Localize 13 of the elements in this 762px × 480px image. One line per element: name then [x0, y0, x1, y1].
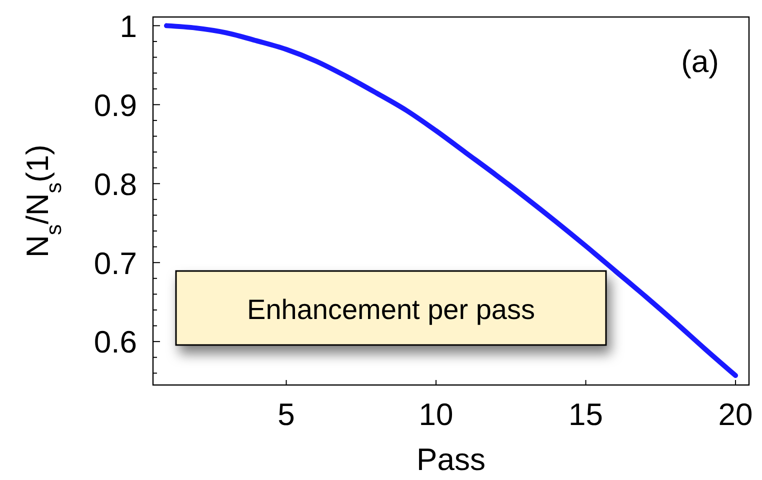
x-tick-label: 10 — [418, 397, 454, 432]
y-tick-label: 0.9 — [94, 88, 137, 123]
annotation: (a) — [681, 44, 719, 79]
y-tick-label: 0.7 — [94, 246, 137, 281]
annotation: Enhancement per pass — [247, 294, 535, 325]
y-tick-label: 0.6 — [94, 324, 137, 360]
x-axis-title: Pass — [416, 442, 486, 477]
x-tick-label: 15 — [568, 397, 604, 432]
text-box: Enhancement per pass — [175, 270, 607, 346]
y-tick-label: 0.8 — [94, 166, 137, 202]
x-tick-label: 20 — [718, 397, 753, 432]
y-tick-label: 1 — [120, 8, 137, 44]
x-tick-label: 5 — [278, 397, 295, 432]
